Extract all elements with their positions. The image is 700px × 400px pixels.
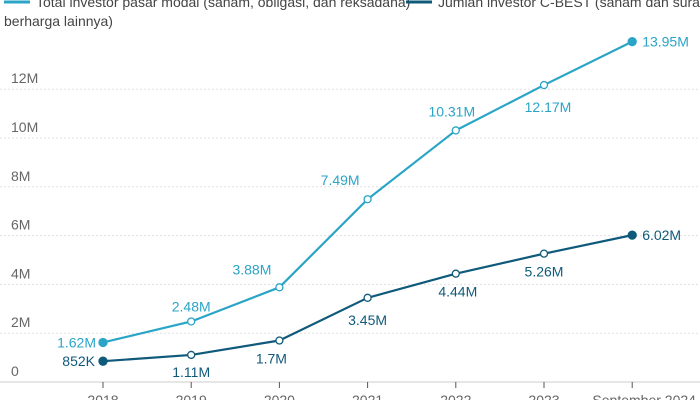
- data-point: [539, 80, 549, 90]
- data-label: 6.02M: [642, 227, 681, 243]
- series-lines: 1.62M 2.48M 3.88M 7.49M 10.31M 12.17M 13.95M 85…: [57, 34, 689, 380]
- y-tick-label: 6M: [11, 217, 30, 233]
- x-tick-label: 2018: [87, 392, 118, 400]
- x-tick-label: 2022: [440, 392, 471, 400]
- data-point: [275, 336, 284, 345]
- data-label: 7.49M: [321, 172, 360, 188]
- data-label: 1.11M: [172, 364, 210, 380]
- x-tick-label: 2023: [528, 392, 559, 400]
- legend-label-cbest-wrap: berharga lainnya): [4, 13, 113, 29]
- y-tick-label: 12M: [11, 70, 38, 86]
- data-point: [539, 249, 549, 258]
- data-point: [363, 195, 372, 204]
- data-point: [98, 337, 108, 348]
- x-tick-label: 2020: [264, 392, 295, 400]
- data-point: [187, 317, 196, 326]
- data-label: 852K: [62, 353, 95, 369]
- legend-label-total: Total investor pasar modal (saham, oblig…: [36, 0, 410, 10]
- data-label: 3.45M: [348, 312, 387, 328]
- data-point: [627, 230, 637, 240]
- data-point: [363, 293, 372, 302]
- data-label: 2.48M: [172, 298, 211, 314]
- data-label: 12.17M: [525, 99, 572, 115]
- data-point: [451, 126, 460, 135]
- y-axis-ticks: 0 2M 4M 6M 8M 10M 12M: [11, 70, 38, 379]
- legend-label-cbest-text: Jumlah investor C-BEST (saham dan surat: [438, 0, 700, 10]
- data-point: [275, 283, 284, 292]
- y-tick-label: 2M: [11, 314, 30, 330]
- data-point: [187, 350, 196, 360]
- data-label: 13.95M: [642, 34, 689, 50]
- data-label: 1.62M: [57, 334, 96, 350]
- x-tick-label: 2021: [352, 392, 383, 400]
- data-label: 3.88M: [232, 261, 271, 277]
- data-label: 5.26M: [525, 264, 564, 280]
- x-tick-label: 2019: [176, 392, 207, 400]
- data-point: [627, 36, 637, 47]
- y-tick-label: 0: [11, 363, 19, 379]
- y-tick-label: 8M: [11, 168, 30, 184]
- legend-label-cbest: Jumlah investor C-BEST (saham dan surat …: [4, 0, 700, 29]
- data-label: 10.31M: [428, 103, 475, 119]
- gridlines: [0, 88, 700, 383]
- data-label: 4.44M: [438, 284, 477, 300]
- y-tick-label: 4M: [11, 265, 30, 281]
- x-axis-ticks: 2018 2019 2020 2021 2022 2023 September 2024: [87, 382, 696, 400]
- y-tick-label: 10M: [11, 119, 38, 135]
- data-point: [98, 356, 108, 366]
- x-tick-label: September 2024: [592, 392, 696, 400]
- legend: Total investor pasar modal (saham, oblig…: [4, 0, 700, 29]
- data-point: [451, 269, 460, 278]
- data-label: 1.7M: [256, 351, 287, 367]
